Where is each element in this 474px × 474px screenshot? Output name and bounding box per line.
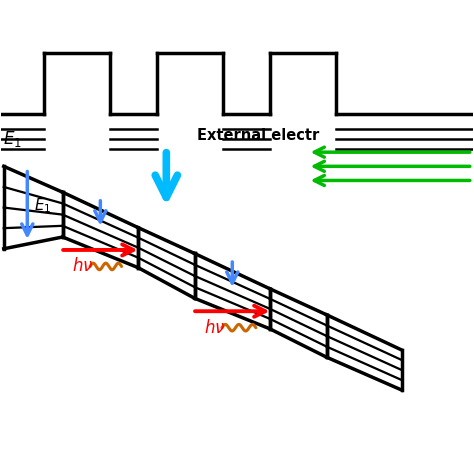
Text: $E_1$: $E_1$ [3, 129, 22, 149]
Text: External electr: External electr [197, 128, 319, 144]
Text: $h\nu$: $h\nu$ [204, 319, 226, 337]
Text: $E_1$: $E_1$ [35, 196, 52, 215]
Text: $h\nu$: $h\nu$ [72, 257, 93, 275]
